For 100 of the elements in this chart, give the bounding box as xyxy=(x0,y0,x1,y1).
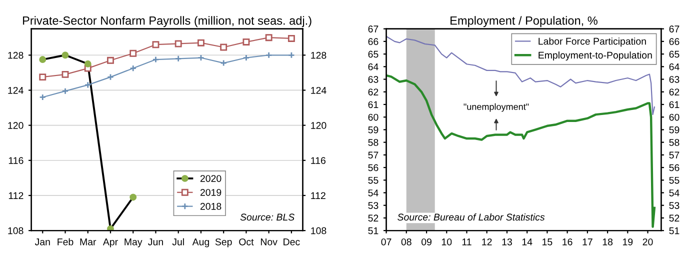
y-tick-label: 56 xyxy=(368,164,378,172)
y-tick-label: 112 xyxy=(8,192,24,199)
y2-tick-label: 54 xyxy=(669,190,680,196)
point xyxy=(242,54,250,62)
point xyxy=(220,44,228,51)
y2-tick-label: 57 xyxy=(669,152,680,159)
x-tick-label: Jul xyxy=(172,238,184,246)
x-tick-label: 19 xyxy=(622,238,633,246)
point xyxy=(62,70,69,78)
y2-tick-label: 56 xyxy=(669,164,680,172)
y2-tick-label: 116 xyxy=(311,157,326,164)
y2-tick-label: 61 xyxy=(669,101,680,108)
line-series xyxy=(386,36,655,116)
y-tick-label: 67 xyxy=(368,26,378,32)
point xyxy=(265,52,272,59)
x-tick-label: Nov xyxy=(260,238,278,246)
y-tick-label: 128 xyxy=(8,52,24,59)
y2-tick-label: 120 xyxy=(311,122,326,129)
x-tick-label: 07 xyxy=(381,238,392,246)
y2-tick-label: 63 xyxy=(669,76,680,83)
y-tick-label: 54 xyxy=(368,190,378,196)
y2-tick-label: 62 xyxy=(669,88,680,96)
legend-label: Employment-to-Population xyxy=(538,51,652,61)
point xyxy=(288,34,295,42)
annotation: "unemployment" xyxy=(464,103,529,112)
legend-label: Labor Force Participation xyxy=(538,38,646,47)
x-tick-label: 10 xyxy=(442,238,452,246)
y2-tick-label: 52 xyxy=(669,214,680,222)
x-tick-label: Jun xyxy=(148,238,163,246)
x-tick-label: 16 xyxy=(562,238,572,246)
y-tick-label: 57 xyxy=(368,152,378,159)
point xyxy=(174,40,182,48)
x-tick-label: Jan xyxy=(34,238,50,246)
y-tick-label: 120 xyxy=(8,122,24,129)
point xyxy=(265,34,272,42)
x-tick-label: 17 xyxy=(582,238,592,246)
point xyxy=(220,60,228,66)
legend-label: 2018 xyxy=(200,202,222,210)
x-tick-label: 15 xyxy=(542,238,552,246)
point xyxy=(62,88,69,95)
y-tick-label: 116 xyxy=(8,157,24,164)
y2-tick-label: 59 xyxy=(669,126,680,134)
annotation: Source: BLS xyxy=(240,214,295,221)
y2-tick-label: 66 xyxy=(669,38,680,46)
y2-tick-label: 60 xyxy=(669,114,680,121)
y-tick-label: 61 xyxy=(368,101,378,108)
x-tick-label: Mar xyxy=(80,238,96,246)
y2-tick-label: 67 xyxy=(669,26,680,32)
x-tick-label: Dec xyxy=(284,238,300,246)
chart-title: Private-Sector Nonfarm Payrolls (million, not seas. adj.) xyxy=(23,16,312,28)
y2-tick-label: 53 xyxy=(669,202,680,209)
y-tick-label: 62 xyxy=(368,88,378,96)
y2-tick-label: 65 xyxy=(669,50,680,58)
y-tick-label: 66 xyxy=(368,38,378,46)
y-tick-label: 64 xyxy=(368,63,378,70)
point xyxy=(130,64,137,72)
y-tick-label: 124 xyxy=(8,86,24,94)
point xyxy=(39,74,46,81)
x-tick-label: 12 xyxy=(482,238,492,246)
point xyxy=(174,55,182,62)
y-tick-label: 53 xyxy=(368,202,378,209)
x-tick-label: Oct xyxy=(239,238,254,246)
y-tick-label: 59 xyxy=(368,126,378,134)
point xyxy=(242,38,250,46)
x-tick-label: Feb xyxy=(58,238,74,246)
x-tick-label: 13 xyxy=(502,238,512,246)
y2-tick-label: 128 xyxy=(311,52,326,59)
x-tick-label: 08 xyxy=(401,238,412,246)
y-tick-label: 58 xyxy=(368,139,378,146)
x-tick-label: 18 xyxy=(602,238,613,246)
point xyxy=(107,56,114,64)
y2-tick-label: 64 xyxy=(669,63,680,70)
chart-title: Employment / Population, % xyxy=(450,16,598,28)
point xyxy=(197,39,204,46)
point xyxy=(197,54,204,62)
line-series xyxy=(386,74,656,228)
x-tick-label: Aug xyxy=(192,238,209,248)
point xyxy=(84,64,92,72)
legend-label: 2020 xyxy=(200,175,222,182)
y-tick-label: 63 xyxy=(368,76,378,83)
x-tick-label: 20 xyxy=(642,238,653,246)
y2-tick-label: 108 xyxy=(311,227,326,234)
point xyxy=(84,81,92,88)
y2-tick-label: 51 xyxy=(669,227,680,234)
y2-tick-label: 55 xyxy=(669,176,680,184)
y-tick-label: 51 xyxy=(368,227,378,234)
legend-label: 2019 xyxy=(200,188,222,196)
y-tick-label: 65 xyxy=(368,50,378,58)
y2-tick-label: 124 xyxy=(311,86,326,94)
x-tick-label: Apr xyxy=(102,238,118,248)
y2-tick-label: 58 xyxy=(669,139,680,146)
x-tick-label: May xyxy=(124,238,142,248)
y-tick-label: 108 xyxy=(8,227,24,234)
x-tick-label: 11 xyxy=(462,238,472,246)
x-tick-label: 14 xyxy=(522,238,532,246)
y2-tick-label: 112 xyxy=(311,192,326,199)
point xyxy=(152,56,160,63)
annotation: Source: Bureau of Labor Statistics xyxy=(398,213,545,221)
point xyxy=(107,74,114,81)
y-tick-label: 52 xyxy=(368,214,378,222)
